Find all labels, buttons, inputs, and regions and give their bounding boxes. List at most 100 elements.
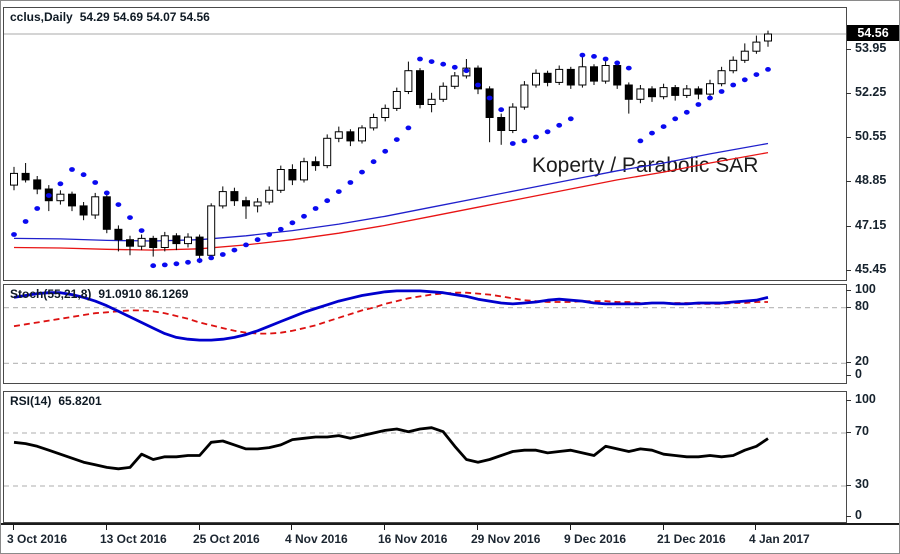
candle-bullish (706, 83, 714, 95)
axis-tick-mark (846, 362, 851, 363)
candle-bullish (450, 75, 459, 87)
sar-dot (718, 89, 725, 94)
date-tick-mark (291, 525, 292, 530)
ohlc-values: 54.29 54.69 54.07 54.56 (79, 10, 210, 24)
axis-tick-label: 80 (855, 299, 869, 313)
candle-bearish (102, 196, 111, 230)
axis-tick-label: 0 (855, 508, 862, 522)
candle-bearish (416, 70, 424, 105)
sar-dot (92, 180, 99, 185)
date-tick-mark (477, 525, 478, 530)
sar-dot (463, 68, 470, 74)
main-chart-title: cclus,Daily 54.29 54.69 54.07 54.56 (10, 10, 210, 24)
axis-tick-mark (846, 93, 851, 94)
sar-dot (475, 82, 481, 88)
rsi-panel[interactable]: RSI(14) 65.8201 (3, 391, 847, 523)
rsi-chart-svg[interactable] (4, 392, 846, 522)
candle-bullish (532, 72, 540, 86)
candle-bullish (578, 66, 587, 86)
sar-dot (707, 95, 713, 101)
date-tick-mark (755, 525, 756, 530)
sar-dot (335, 189, 342, 195)
sar-dot (428, 59, 435, 64)
sar-dot (150, 263, 157, 269)
sar-dot (370, 159, 377, 165)
sar-dot (115, 202, 122, 208)
candle-bearish (497, 117, 506, 131)
sar-dot (625, 65, 632, 71)
value-axis[interactable]: 53.95 52.25 50.55 48.85 47.15 45.45 100 80 20 0 10… (846, 1, 899, 553)
candle-bullish (508, 106, 517, 131)
stochastic-panel[interactable]: Stoch(55,21,8) 91.0910 86.1269 (3, 284, 847, 384)
sar-dot (521, 138, 528, 144)
candle-bearish (68, 193, 76, 207)
sar-dot (417, 56, 423, 62)
sar-dot (591, 54, 597, 59)
time-axis[interactable]: 3 Oct 2016 13 Oct 2016 25 Oct 2016 4 Nov 20… (1, 523, 899, 553)
candle-bullish (682, 88, 691, 96)
candle-bearish (33, 179, 42, 190)
stochastic-chart-svg[interactable] (4, 285, 846, 383)
axis-tick-label: 30 (855, 477, 869, 491)
date-tick-mark (199, 525, 200, 530)
sar-dot (277, 226, 284, 232)
sar-dot (614, 60, 621, 66)
axis-tick-mark (846, 137, 851, 138)
current-price-tag: 54.56 (847, 25, 899, 41)
sar-dot (730, 82, 737, 88)
candle-bearish (195, 236, 204, 256)
axis-tick-mark (846, 181, 851, 182)
sar-dot (741, 77, 748, 83)
candle-bearish (694, 88, 703, 95)
candle-bullish (381, 107, 390, 119)
axis-tick-mark (846, 375, 851, 376)
sar-dot (602, 56, 609, 62)
axis-tick-mark (846, 307, 851, 308)
axis-tick-label: 53.95 (855, 41, 887, 55)
candle-bearish (485, 88, 494, 119)
candle-bearish (242, 200, 250, 207)
candle-bearish (590, 66, 598, 82)
axis-tick-label: 70 (855, 424, 869, 438)
sar-dot (208, 255, 215, 261)
sar-dot (451, 64, 458, 70)
candle-bullish (752, 41, 761, 52)
sar-dot (185, 259, 191, 265)
date-label: 13 Oct 2016 (100, 532, 167, 546)
candle-bullish (520, 84, 529, 108)
candle-bearish (311, 161, 320, 167)
sar-dot (637, 138, 644, 144)
date-tick-mark (106, 525, 107, 530)
main-chart-panel[interactable]: cclus,Daily 54.29 54.69 54.07 54.56 Koper… (3, 7, 847, 281)
sar-dot (219, 252, 226, 257)
sar-dot (22, 219, 29, 224)
sar-dot (486, 95, 493, 101)
candle-bullish (427, 98, 436, 106)
date-label: 29 Nov 2016 (471, 532, 541, 546)
rsi-line (13, 426, 769, 471)
candlestick-chart-svg[interactable]: Koperty / Parabolic SAR (4, 8, 846, 280)
sar-dot (544, 129, 551, 135)
sar-dot (161, 262, 168, 268)
axis-tick-label: 100 (855, 392, 876, 406)
candle-bullish (555, 68, 564, 83)
candle-bearish (230, 191, 239, 202)
sar-dot (382, 148, 389, 154)
envelope-lower-line (13, 151, 769, 251)
sar-dot (567, 116, 574, 122)
candle-bullish (636, 88, 645, 100)
candle-bearish (149, 237, 158, 248)
candle-bearish (474, 67, 482, 90)
stochastic-label: Stoch(55,21,8) (10, 287, 92, 301)
candle-bullish (91, 196, 100, 216)
candle-bullish (160, 235, 169, 249)
candle-bullish (300, 161, 308, 181)
axis-tick-mark (846, 432, 851, 433)
sar-dot (196, 258, 203, 263)
date-tick-mark (570, 525, 571, 530)
candle-bullish (253, 201, 262, 207)
axis-tick-label: 50.55 (855, 129, 887, 143)
candle-bullish (404, 70, 413, 92)
candle-bullish (369, 117, 378, 129)
axis-tick-label: 48.85 (855, 173, 887, 187)
